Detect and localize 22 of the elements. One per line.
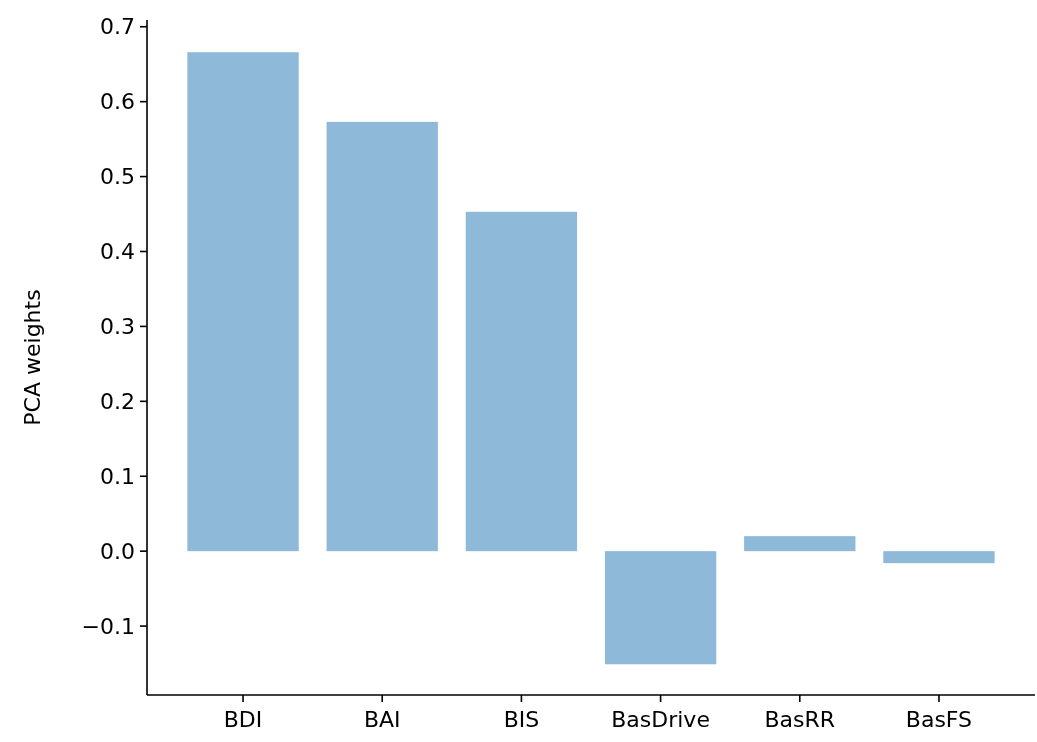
x-tick-label: BasFS [905,707,973,732]
y-tick-label: −0.1 [81,613,135,639]
y-tick-label: 0.4 [100,239,135,265]
bar [187,52,299,552]
x-tick-label: BAI [363,707,401,732]
x-tick-label: BIS [503,707,540,732]
x-tick-label: BDI [223,707,263,732]
bar [744,536,856,552]
bar [465,211,578,552]
y-axis-title: PCA weights [20,289,45,426]
y-tick-label: 0.1 [100,463,135,489]
bar [883,551,995,564]
bar [604,551,717,665]
y-tick-label: 0.3 [100,314,135,340]
x-tick-label: BasRR [764,707,836,732]
y-tick-label: 0.5 [100,164,135,190]
y-tick-label: 0.7 [100,14,135,40]
y-tick-label: 0.0 [100,538,135,564]
bar [326,121,438,552]
y-tick-label: 0.6 [100,89,135,115]
x-tick-label: BasDrive [611,707,710,732]
y-tick-label: 0.2 [100,389,135,415]
